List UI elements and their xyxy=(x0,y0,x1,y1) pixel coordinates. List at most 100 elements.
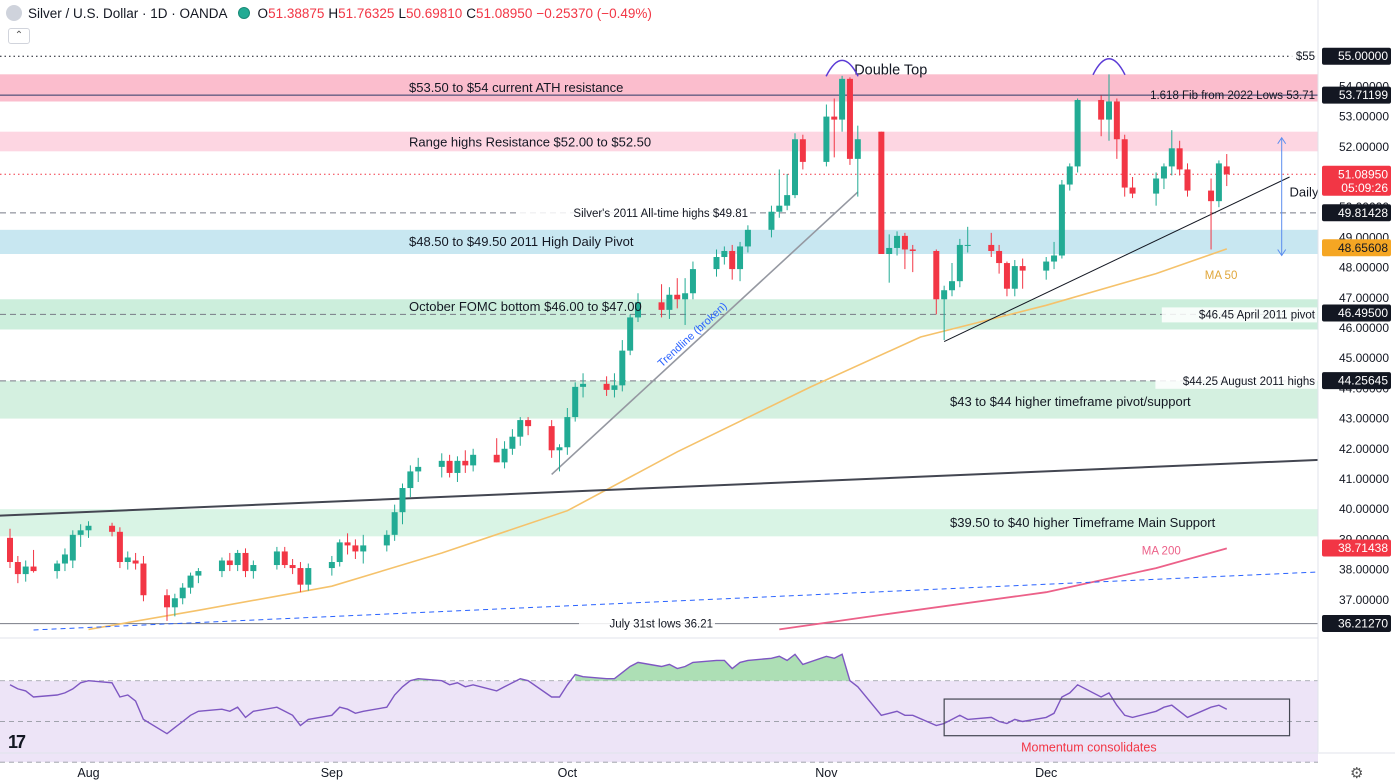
time-tick-3: Nov xyxy=(815,766,838,780)
price-tick-13: 42.00000 xyxy=(1339,442,1389,456)
candle-body-60 xyxy=(666,294,673,310)
candle-body-67 xyxy=(737,246,744,270)
candle-body-59 xyxy=(658,302,665,310)
price-tick-14: 41.00000 xyxy=(1339,472,1389,486)
candle-body-39 xyxy=(438,460,445,467)
price-tag-3: 49.81428 xyxy=(1338,206,1388,220)
candle-body-37 xyxy=(407,471,414,489)
tradingview-logo[interactable]: 17 xyxy=(8,732,26,752)
time-tick-2: Oct xyxy=(558,766,578,780)
candle-body-49 xyxy=(548,426,555,451)
ma200-label: MA 200 xyxy=(1142,545,1181,557)
rising-support-line xyxy=(943,176,1290,343)
open-label: O xyxy=(257,5,269,21)
price-tag-bg-2 xyxy=(1322,165,1391,196)
price-tag-bg-3 xyxy=(1322,204,1391,222)
price-axis[interactable]: 55.0000054.0000053.0000052.0000051.00000… xyxy=(1317,0,1395,782)
candles[interactable] xyxy=(7,74,1230,621)
level-label-bg-0 xyxy=(1289,49,1317,65)
candle-body-95 xyxy=(1051,255,1058,262)
level-label-4: $44.25 August 2011 highs xyxy=(1183,376,1315,388)
candle-body-42 xyxy=(462,460,469,466)
price-tag-5: 46.49500 xyxy=(1338,306,1388,320)
candle-body-96 xyxy=(1058,184,1065,256)
candle-body-15 xyxy=(171,598,178,608)
price-tag-bg-1 xyxy=(1322,86,1391,104)
candle-body-52 xyxy=(572,386,579,418)
double-top-arc-0 xyxy=(825,59,859,77)
candle-body-94 xyxy=(1043,261,1050,271)
candle-body-35 xyxy=(391,512,398,535)
zone-label-0: $53.50 to $54 current ATH resistance xyxy=(409,80,623,95)
candle-body-33 xyxy=(360,545,367,552)
candle-body-86 xyxy=(949,281,955,291)
candle-body-111 xyxy=(1223,166,1230,175)
candle-body-84 xyxy=(933,250,940,300)
candle-body-17 xyxy=(187,575,194,588)
daily-range-arrow-bottom xyxy=(1277,249,1287,257)
candle-body-48 xyxy=(525,420,532,427)
time-axis[interactable]: Aug Sep Oct Nov Dec xyxy=(0,752,1395,780)
price-tag-bg-5 xyxy=(1322,304,1391,322)
candle-body-57 xyxy=(627,317,634,351)
candle-body-68 xyxy=(744,229,751,247)
candle-body-27 xyxy=(297,568,304,585)
candle-body-107 xyxy=(1176,148,1183,170)
candle-body-11 xyxy=(124,557,131,563)
candle-body-85 xyxy=(941,290,948,300)
candle-body-72 xyxy=(792,139,798,196)
double-top-arc-1 xyxy=(1092,58,1126,76)
price-tag-4: 48.65608 xyxy=(1338,241,1388,255)
price-tick-7: 48.00000 xyxy=(1339,261,1389,275)
level-label-bg-3 xyxy=(1161,307,1317,323)
candle-body-101 xyxy=(1113,101,1120,140)
price-tick-8: 47.00000 xyxy=(1339,291,1389,305)
symbol-header: Silver / U.S. Dollar · 1D · OANDA O 51.38… xyxy=(0,0,652,26)
candle-body-22 xyxy=(242,552,249,572)
candle-body-47 xyxy=(517,420,524,437)
price-axis-bg xyxy=(1318,0,1395,782)
price-tag-2: 51.08950 xyxy=(1338,167,1388,181)
time-tick-4: Dec xyxy=(1035,766,1057,780)
symbol-title[interactable]: Silver / U.S. Dollar · 1D · OANDA xyxy=(28,5,228,21)
zone-layer xyxy=(0,74,1318,537)
rsi-pane[interactable]: Momentum consolidates80.0060.0040.0055.8… xyxy=(0,653,1366,763)
candle-body-23 xyxy=(250,565,257,572)
candle-body-80 xyxy=(886,247,893,254)
low-value: 50.69810 xyxy=(405,5,463,21)
price-tag-countdown: 05:09:26 xyxy=(1341,181,1388,195)
change-value: −0.25370 (−0.49%) xyxy=(536,5,652,21)
candle-body-19 xyxy=(218,560,225,572)
candle-body-28 xyxy=(305,568,312,585)
candle-body-78 xyxy=(854,139,861,159)
candle-body-69 xyxy=(768,211,775,230)
candle-body-97 xyxy=(1066,166,1073,185)
candle-body-18 xyxy=(195,571,202,576)
price-tag-0: 55.00000 xyxy=(1338,49,1388,63)
price-tick-17: 38.00000 xyxy=(1339,563,1389,577)
candle-body-2 xyxy=(22,566,29,575)
candle-body-50 xyxy=(556,447,563,451)
long-term-trend-line xyxy=(0,455,1395,517)
candle-body-38 xyxy=(415,466,422,472)
gear-icon[interactable]: ⚙ xyxy=(1350,765,1364,782)
rsi-annotation: Momentum consolidates xyxy=(1021,741,1156,755)
collapse-legend-button[interactable]: ⌃ xyxy=(8,28,30,44)
candle-body-5 xyxy=(61,554,68,564)
candle-body-110 xyxy=(1215,163,1222,202)
zone-band-5 xyxy=(0,509,1318,537)
price-tag-bg-7 xyxy=(1322,539,1391,557)
moving-averages xyxy=(88,248,1228,631)
candle-body-7 xyxy=(77,530,84,535)
candle-body-44 xyxy=(493,454,500,463)
market-open-icon xyxy=(237,7,250,19)
candle-body-10 xyxy=(116,531,123,563)
candle-body-99 xyxy=(1098,99,1105,120)
candle-body-98 xyxy=(1074,99,1081,167)
trendline-broken-line xyxy=(551,191,859,476)
level-label-0: $55 xyxy=(1296,51,1315,63)
candle-body-87 xyxy=(956,244,963,282)
zone-band-0 xyxy=(0,74,1318,102)
silver-symbol-icon[interactable] xyxy=(6,5,22,21)
